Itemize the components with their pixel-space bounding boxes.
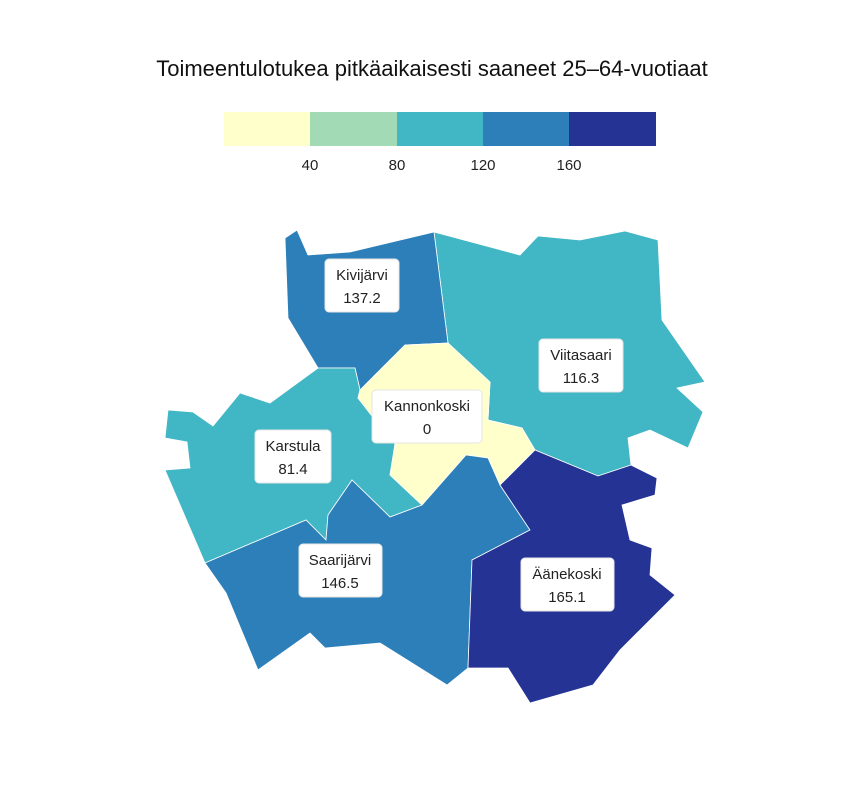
label-kannonkoski: Kannonkoski 0 bbox=[371, 389, 483, 444]
label-box-saarijarvi bbox=[298, 543, 383, 598]
label-name-kivijarvi: Kivijärvi bbox=[336, 267, 388, 284]
label-value-kannonkoski: 0 bbox=[423, 421, 431, 438]
label-box-aanekoski bbox=[520, 557, 615, 612]
legend-swatch-4 bbox=[483, 112, 570, 146]
legend-tick-120: 120 bbox=[470, 157, 495, 174]
label-name-kannonkoski: Kannonkoski bbox=[384, 398, 470, 415]
label-aanekoski: Äänekoski 165.1 bbox=[520, 557, 615, 612]
label-value-aanekoski: 165.1 bbox=[548, 589, 586, 606]
legend-swatch-5 bbox=[569, 112, 656, 146]
label-value-viitasaari: 116.3 bbox=[563, 370, 599, 387]
region-labels: Kivijärvi 137.2 Viitasaari 116.3 Kannonk… bbox=[254, 258, 624, 612]
legend-tick-160: 160 bbox=[556, 157, 581, 174]
label-name-viitasaari: Viitasaari bbox=[550, 347, 611, 364]
label-viitasaari: Viitasaari 116.3 bbox=[538, 338, 624, 393]
legend-swatch-3 bbox=[397, 112, 484, 146]
label-box-viitasaari bbox=[538, 338, 624, 393]
legend-swatch-1 bbox=[224, 112, 311, 146]
label-name-karstula: Karstula bbox=[265, 438, 321, 455]
label-karstula: Karstula 81.4 bbox=[254, 429, 332, 484]
label-name-saarijarvi: Saarijärvi bbox=[309, 552, 372, 569]
color-legend: 40 80 120 160 bbox=[224, 112, 656, 174]
label-kivijarvi: Kivijärvi 137.2 bbox=[324, 258, 400, 313]
label-box-karstula bbox=[254, 429, 332, 484]
label-box-kivijarvi bbox=[324, 258, 400, 313]
legend-tick-80: 80 bbox=[389, 157, 406, 174]
label-name-aanekoski: Äänekoski bbox=[532, 566, 601, 583]
legend-swatch-2 bbox=[310, 112, 397, 146]
municipality-regions bbox=[164, 229, 706, 704]
label-value-kivijarvi: 137.2 bbox=[343, 290, 381, 307]
legend-tick-40: 40 bbox=[302, 157, 319, 174]
label-value-saarijarvi: 146.5 bbox=[321, 575, 359, 592]
label-saarijarvi: Saarijärvi 146.5 bbox=[298, 543, 383, 598]
map-title: Toimeentulotukea pitkäaikaisesti saaneet… bbox=[156, 56, 708, 81]
label-box-kannonkoski bbox=[371, 389, 483, 444]
label-value-karstula: 81.4 bbox=[278, 461, 307, 478]
